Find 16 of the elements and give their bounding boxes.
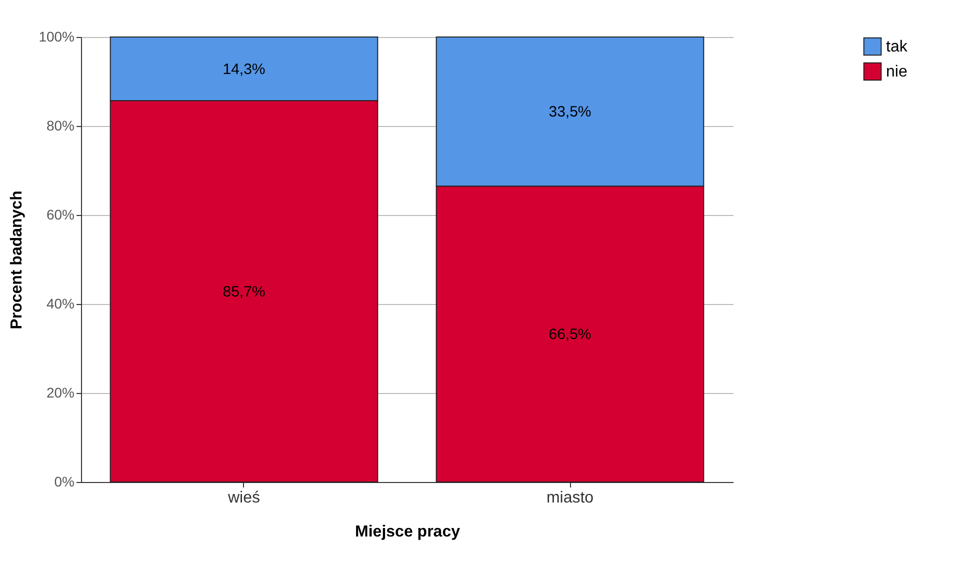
y-tick-label: 40% (46, 296, 74, 312)
y-tick-label: 100% (38, 28, 74, 44)
x-tick-label: wieś (226, 490, 260, 506)
legend-label: nie (886, 64, 908, 80)
data-label: 66,5% (548, 326, 592, 344)
y-tick-label: 60% (46, 206, 74, 222)
y-tick-label: 0% (54, 474, 74, 490)
y-tick-label: 80% (46, 118, 74, 134)
x-tick-label: miasto (546, 490, 594, 506)
data-label: 33,5% (548, 104, 592, 121)
data-label: 14,3% (222, 60, 266, 78)
y-tick-label: 20% (46, 384, 74, 400)
legend-label: tak (886, 38, 908, 56)
x-axis-title: Miejsce pracy (355, 524, 460, 540)
data-label: 85,7% (222, 283, 266, 300)
y-axis-title: Procent badanych (8, 190, 26, 330)
